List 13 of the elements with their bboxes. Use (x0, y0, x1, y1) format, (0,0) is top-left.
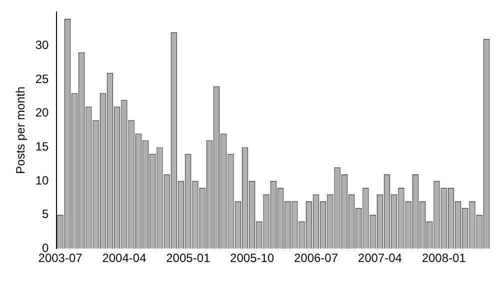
y-tick-label: 10 (35, 173, 50, 188)
x-tick-label: 2005-01 (166, 251, 210, 266)
x-tick-label: 2007-04 (358, 251, 402, 266)
x-tick-label: 2004-04 (102, 251, 147, 266)
x-tick-label: 2005-10 (230, 251, 274, 266)
y-tick-label: 20 (35, 106, 50, 120)
y-tick-label: 30 (35, 38, 50, 52)
y-tick-label: 5 (42, 207, 50, 222)
x-tick-label: 2008-01 (422, 251, 466, 266)
x-tick-label: 2006-07 (294, 251, 338, 266)
y-axis-title: Posts per month (14, 86, 28, 174)
y-tick-label: 25 (35, 72, 50, 86)
y-tick-label: 15 (35, 140, 50, 154)
